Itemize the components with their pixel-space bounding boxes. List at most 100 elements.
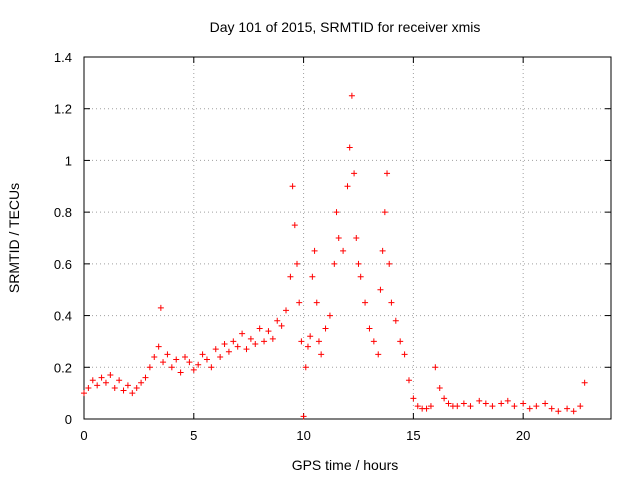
data-point (298, 338, 305, 345)
data-point (460, 400, 467, 407)
data-point (133, 384, 140, 391)
data-point (392, 317, 399, 324)
data-point (98, 374, 105, 381)
data-point (265, 328, 272, 335)
data-point (212, 346, 219, 353)
data-point (239, 330, 246, 337)
data-point (384, 170, 391, 177)
data-point (164, 351, 171, 358)
x-tick-label: 15 (406, 428, 420, 443)
data-point (186, 359, 193, 366)
data-point (331, 260, 338, 267)
data-point (225, 348, 232, 355)
data-point (410, 395, 417, 402)
data-point (168, 364, 175, 371)
data-point (221, 341, 228, 348)
data-point (287, 273, 294, 280)
data-point (120, 387, 127, 394)
data-point (155, 343, 162, 350)
data-point (217, 353, 224, 360)
data-point (182, 353, 189, 360)
data-point (94, 382, 101, 389)
data-point (291, 222, 298, 229)
data-point (111, 384, 118, 391)
data-point (157, 304, 164, 311)
data-point (555, 408, 562, 415)
data-point (269, 335, 276, 342)
data-point (335, 235, 342, 241)
data-point (326, 312, 333, 319)
data-point (230, 338, 237, 345)
y-tick-label: 0 (65, 412, 72, 427)
grid (84, 57, 611, 419)
x-tick-label: 10 (296, 428, 310, 443)
data-point (482, 400, 489, 407)
axis-ticks (83, 56, 611, 420)
data-point (243, 346, 250, 353)
data-point (195, 361, 202, 368)
data-point (357, 273, 364, 280)
data-point (432, 364, 439, 371)
data-point (504, 397, 511, 404)
data-point (526, 405, 533, 412)
data-point (208, 364, 215, 371)
series-srmtid (81, 92, 588, 420)
data-point (81, 390, 87, 397)
x-tick-label: 5 (190, 428, 197, 443)
data-point (386, 260, 393, 267)
data-point (177, 369, 184, 376)
data-point (160, 359, 167, 366)
data-point (151, 353, 158, 360)
y-tick-label: 1.2 (54, 102, 72, 117)
data-point (476, 397, 483, 404)
data-point (375, 351, 382, 358)
data-point (581, 379, 588, 386)
data-point (548, 405, 555, 412)
data-point (377, 286, 384, 293)
data-point (346, 144, 353, 151)
data-point (300, 413, 307, 420)
data-point (511, 403, 518, 410)
data-point (173, 356, 180, 363)
data-point (570, 408, 577, 415)
data-point (296, 299, 303, 306)
data-point (190, 366, 197, 373)
data-point (85, 384, 92, 391)
data-point (344, 183, 351, 190)
x-tick-label: 20 (516, 428, 530, 443)
data-point (362, 299, 369, 306)
data-point (322, 325, 329, 332)
data-point (467, 403, 474, 410)
data-point (333, 209, 340, 216)
data-point (441, 395, 448, 402)
data-point (107, 372, 114, 379)
data-point (124, 382, 131, 389)
data-point (355, 260, 362, 267)
data-point (454, 403, 461, 410)
data-point (289, 183, 296, 190)
data-point (293, 260, 300, 267)
data-point (489, 403, 496, 410)
data-point (311, 247, 318, 254)
data-point (203, 356, 210, 363)
data-point (278, 322, 285, 329)
data-point (234, 343, 241, 350)
data-point (405, 377, 412, 384)
data-point (89, 377, 96, 384)
data-point (414, 403, 421, 410)
chart-title: Day 101 of 2015, SRMTID for receiver xmi… (210, 19, 481, 35)
data-point (564, 405, 571, 412)
data-point (199, 351, 206, 358)
y-tick-label: 1.4 (54, 50, 72, 65)
data-point (423, 405, 430, 412)
data-point (142, 374, 149, 381)
data-point (401, 351, 408, 358)
data-point (533, 403, 540, 410)
data-point (520, 400, 527, 407)
data-point (445, 400, 452, 407)
data-point (302, 364, 309, 371)
y-tick-label: 1 (65, 153, 72, 168)
y-tick-label: 0.2 (54, 360, 72, 375)
data-point (102, 379, 109, 386)
x-axis-label: GPS time / hours (292, 457, 399, 473)
